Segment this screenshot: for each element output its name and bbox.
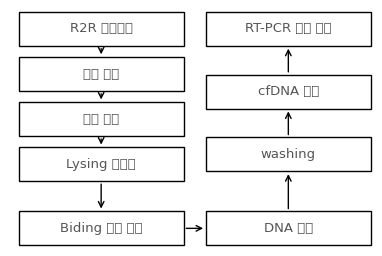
Text: Biding 버퍼 혼합: Biding 버퍼 혼합 [60,222,142,235]
FancyBboxPatch shape [206,12,371,46]
FancyBboxPatch shape [19,102,183,136]
FancyBboxPatch shape [206,137,371,171]
Text: cfDNA 용리: cfDNA 용리 [257,85,319,98]
Text: R2R 임프린트: R2R 임프린트 [70,23,133,35]
Text: washing: washing [261,148,316,161]
FancyBboxPatch shape [19,147,183,181]
Text: 혈장 분리: 혈장 분리 [83,113,119,126]
FancyBboxPatch shape [206,211,371,245]
Text: 전혈 주입: 전혈 주입 [83,68,119,81]
Text: Lysing 샘플링: Lysing 샘플링 [66,158,136,171]
FancyBboxPatch shape [19,211,183,245]
FancyBboxPatch shape [19,57,183,91]
Text: RT-PCR 이용 진단: RT-PCR 이용 진단 [245,23,332,35]
FancyBboxPatch shape [206,75,371,109]
FancyBboxPatch shape [19,12,183,46]
Text: DNA 결합: DNA 결합 [264,222,313,235]
